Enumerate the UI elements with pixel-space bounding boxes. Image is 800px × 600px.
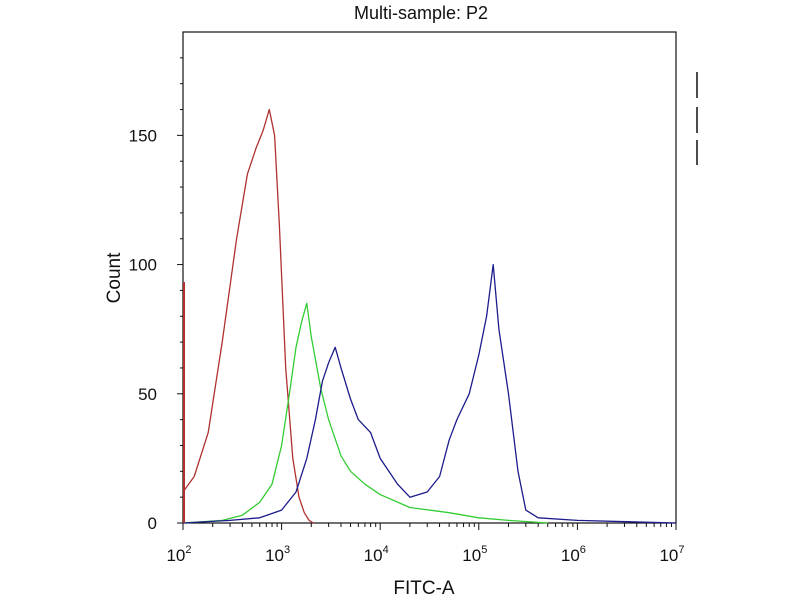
x-tick-label: 106 (561, 544, 586, 565)
y-axis-ticks: 0 50 100 150 (129, 57, 183, 533)
series-line-2 (182, 302, 548, 524)
x-tick-label: 104 (364, 544, 389, 565)
x-tick-label: 102 (166, 544, 191, 565)
x-tick-label: 105 (462, 544, 487, 565)
series-line-3 (182, 263, 677, 524)
series-line-1 (182, 108, 314, 524)
x-axis-ticks: 102 103 104 105 106 107 (166, 523, 685, 565)
x-axis-title: FITC-A (393, 578, 455, 599)
plot-frame (182, 31, 677, 524)
y-tick-label: 0 (148, 514, 157, 533)
y-tick-label: 100 (129, 256, 157, 275)
y-axis-title: Count (104, 252, 125, 303)
x-tick-label: 103 (265, 544, 290, 565)
chart-title: Multi-sample: P2 (354, 3, 488, 23)
y-tick-label: 150 (129, 126, 157, 145)
series-layer (182, 108, 677, 524)
x-tick-label: 107 (659, 544, 684, 565)
y-tick-label: 50 (138, 385, 157, 404)
